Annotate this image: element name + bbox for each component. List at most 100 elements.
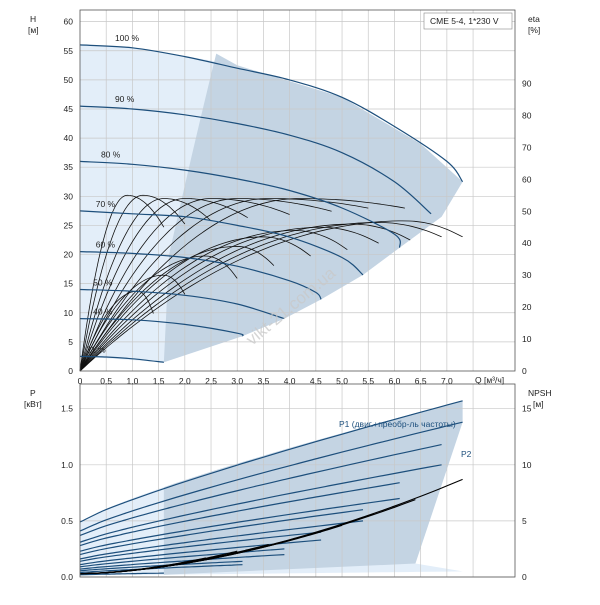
power-axis-unit: [кВт] xyxy=(24,399,42,409)
power-tick-label: 1.5 xyxy=(61,404,73,414)
efficiency-curve xyxy=(79,198,290,372)
y-tick-label: 50 xyxy=(64,75,74,85)
speed-label: 80 % xyxy=(101,149,121,159)
y-tick-label: 5 xyxy=(68,337,73,347)
efficiency-curve xyxy=(79,230,348,372)
x-tick-label: 6,0 xyxy=(389,376,401,386)
x-tick-label: 5,0 xyxy=(336,376,348,386)
power-tick-label: 1.0 xyxy=(61,460,73,470)
speed-label: 21 % xyxy=(86,344,106,354)
head-curve xyxy=(79,160,401,248)
npsh-tick-label: 10 xyxy=(522,460,532,470)
y-tick-label: 55 xyxy=(64,46,74,56)
speed-label: 100 % xyxy=(115,33,140,43)
y-tick-label: 10 xyxy=(64,308,74,318)
efficiency-curve xyxy=(79,222,442,372)
head-curve xyxy=(79,105,432,215)
power-curve xyxy=(79,400,463,523)
chart-title: CME 5-4, 1*230 V xyxy=(430,16,499,26)
eta-axis-unit: [%] xyxy=(528,25,540,35)
power-curve xyxy=(79,564,243,574)
power-curve xyxy=(79,572,164,576)
y-tick-label: 25 xyxy=(64,220,74,230)
power-curve xyxy=(79,509,364,556)
power-curve xyxy=(79,560,243,572)
power-axis-symbol: P xyxy=(30,388,36,398)
npsh-axis-symbol: NPSH xyxy=(528,388,552,398)
efficiency-curve xyxy=(79,255,238,372)
head-axis-symbol: H xyxy=(30,14,36,24)
eta-tick-label: 30 xyxy=(522,270,532,280)
x-tick-label: 2,0 xyxy=(179,376,191,386)
npsh-tick-label: 0 xyxy=(522,572,527,582)
power-curves xyxy=(79,400,463,576)
bottom-labels: 0.0 0.5 1.0 1.5 0 5 10 15 xyxy=(61,404,532,582)
y-tick-label: 40 xyxy=(64,133,74,143)
eta-tick-label: 70 xyxy=(522,142,532,152)
power-curve xyxy=(79,531,322,562)
x-tick-label: 4,0 xyxy=(284,376,296,386)
x-tick-label: 1,0 xyxy=(126,376,138,386)
head-curve xyxy=(79,251,322,300)
efficiency-curve xyxy=(79,198,369,372)
y-tick-label: 35 xyxy=(64,162,74,172)
x-tick-label: 0 xyxy=(78,376,83,386)
bottom-chart-frame xyxy=(79,383,516,578)
eta-tick-label: 50 xyxy=(522,206,532,216)
head-curve xyxy=(79,210,364,276)
y-tick-label: 15 xyxy=(64,279,74,289)
head-curve xyxy=(79,355,164,363)
efficiency-curve xyxy=(79,198,212,372)
head-curve xyxy=(79,44,464,183)
p2-series-label: P2 xyxy=(461,449,472,459)
y-tick-label: 30 xyxy=(64,191,74,201)
head-axis-unit: [м] xyxy=(28,25,39,35)
x-tick-label: 3,5 xyxy=(258,376,270,386)
x-tick-label: 6,5 xyxy=(415,376,427,386)
eta-axis-symbol: eta xyxy=(528,14,540,24)
power-operating-region xyxy=(80,400,463,575)
eta-tick-label: 20 xyxy=(522,302,532,312)
eta-tick-label: 0 xyxy=(522,366,527,376)
power-curve xyxy=(79,520,364,560)
speed-label: 90 % xyxy=(115,94,135,104)
top-labels: 0 0,5 1,0 1,5 2,0 2,5 3,0 3,5 4,0 4,5 5,0 5,5 6,0 6,5… xyxy=(64,17,532,386)
speed-label: 60 % xyxy=(96,240,116,250)
power-curve xyxy=(79,554,285,570)
efficiency-curve xyxy=(79,194,186,372)
power-region-dark xyxy=(163,400,463,575)
p1-series-label: P1 (двиг.+преобр-ль частоты) xyxy=(339,419,456,429)
power-tick-label: 0.0 xyxy=(61,572,73,582)
power-curve xyxy=(79,421,463,532)
speed-label: 40 % xyxy=(93,307,113,317)
eta-tick-label: 80 xyxy=(522,110,532,120)
x-tick-label: 2,5 xyxy=(205,376,217,386)
eta-tick-label: 10 xyxy=(522,334,532,344)
speed-label: 50 % xyxy=(93,277,113,287)
y-tick-label: 45 xyxy=(64,104,74,114)
efficiency-curve xyxy=(79,198,405,372)
y-tick-label: 0 xyxy=(68,366,73,376)
power-curve xyxy=(79,482,400,547)
power-curve xyxy=(79,464,442,543)
x-tick-label: 1,5 xyxy=(153,376,165,386)
efficiency-curve xyxy=(79,194,165,372)
top-grid xyxy=(80,10,515,371)
top-chart-frame xyxy=(79,9,516,372)
npsh-curve xyxy=(79,557,206,575)
npsh-tick-label: 15 xyxy=(522,404,532,414)
power-curve xyxy=(79,444,442,537)
efficiency-curve xyxy=(79,226,379,372)
x-tick-label: 7,0 xyxy=(441,376,453,386)
eta-tick-label: 90 xyxy=(522,78,532,88)
eta-tick-label: 60 xyxy=(522,174,532,184)
x-tick-label: 3,0 xyxy=(231,376,243,386)
eta-tick-label: 40 xyxy=(522,238,532,248)
efficiency-curve xyxy=(79,220,463,372)
efficiency-curve xyxy=(79,198,248,372)
head-curve xyxy=(79,288,285,320)
speed-label: 70 % xyxy=(96,199,116,209)
npsh-tick-label: 5 xyxy=(522,516,527,526)
